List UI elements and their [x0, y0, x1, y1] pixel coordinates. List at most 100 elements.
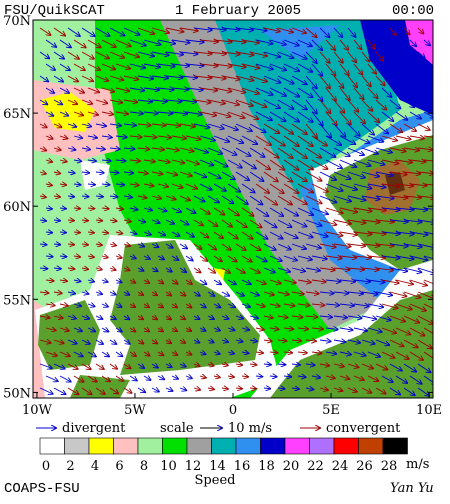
wind-vector: [297, 39, 312, 46]
wind-vector: [87, 63, 100, 70]
wind-vector: [361, 244, 379, 246]
wind-vector: [409, 208, 427, 210]
wind-vector: [143, 208, 152, 210]
wind-vector: [53, 363, 65, 369]
wind-vector: [213, 279, 221, 284]
wind-vector: [109, 316, 116, 319]
wind-vector: [67, 220, 74, 221]
wind-vector: [333, 219, 351, 224]
wind-vector: [207, 28, 226, 30]
wind-vector: [157, 208, 167, 211]
wind-vector: [235, 364, 242, 365]
wind-vector: [207, 171, 221, 178]
wind-vector: [361, 292, 378, 294]
wind-vector: [87, 328, 95, 331]
wind-vector: [227, 135, 243, 143]
wind-vector: [199, 231, 208, 238]
wind-vector: [137, 268, 144, 271]
wind-vector: [157, 39, 175, 44]
wind-vector: [283, 63, 299, 71]
wind-vector: [199, 40, 218, 42]
wind-vector: [263, 27, 280, 31]
wind-vector: [123, 363, 131, 368]
wind-vector: [381, 256, 400, 258]
wind-vector: [305, 364, 315, 365]
wind-vector: [157, 184, 168, 187]
wind-vector: [179, 243, 187, 248]
lon-label: 5W: [124, 403, 146, 418]
wind-vector: [221, 388, 228, 389]
wind-vector: [101, 375, 110, 381]
wind-vector: [179, 388, 186, 390]
wind-vector: [291, 292, 304, 294]
wind-vector: [283, 207, 298, 216]
wind-vector: [207, 99, 225, 104]
wind-vector: [417, 51, 425, 58]
wind-vector: [185, 159, 199, 164]
wind-vector: [263, 147, 279, 158]
wind-vector: [409, 255, 428, 260]
wind-vector: [221, 52, 240, 54]
wind-vector: [165, 196, 176, 199]
wind-vector: [297, 135, 313, 146]
wind-vector: [235, 28, 253, 30]
product: FSU/QuikSCAT: [4, 3, 105, 19]
wind-vector: [95, 363, 104, 369]
wind-vector: [353, 39, 362, 49]
wind-vector: [221, 340, 228, 342]
wind-vector: [73, 63, 85, 70]
wind-vector: [375, 220, 394, 222]
wind-vector: [395, 184, 413, 186]
wind-vector: [171, 112, 187, 114]
wind-vector: [53, 292, 62, 293]
wind-vector: [395, 232, 414, 234]
wind-vector: [39, 148, 46, 150]
wind-vector: [319, 316, 332, 317]
wind-vector: [179, 124, 195, 127]
wind-vector: [199, 304, 206, 308]
wind-vector: [185, 207, 195, 213]
wind-vector: [45, 375, 58, 381]
wind-vector: [375, 339, 389, 345]
wind-vector: [137, 316, 143, 319]
wind-vector: [283, 328, 293, 329]
wind-vector: [367, 304, 383, 307]
wind-vector: [109, 100, 122, 103]
wind-vector: [129, 160, 140, 161]
wind-vector: [241, 87, 259, 94]
wind-vector: [277, 219, 292, 227]
wind-vector: [165, 148, 179, 150]
wind-vector: [67, 99, 77, 104]
wind-vector: [185, 328, 191, 331]
wind-vector: [297, 376, 306, 377]
wind-vector: [193, 171, 206, 177]
wind-vector: [123, 316, 129, 319]
wind-vector: [367, 280, 384, 282]
wind-vector: [193, 316, 199, 319]
wind-vector: [347, 292, 363, 294]
wind-vector: [255, 39, 273, 44]
wind-vector: [403, 51, 411, 59]
wind-vector: [87, 39, 101, 47]
wind-vector: [207, 195, 219, 202]
wind-vector: [87, 256, 94, 257]
wind-vector: [291, 243, 306, 249]
wind-vector: [333, 364, 344, 366]
wind-vector: [123, 27, 140, 35]
wind-vector: [235, 243, 246, 250]
wind-vector: [165, 244, 173, 248]
wind-vector: [151, 100, 167, 102]
wind-vector: [179, 28, 198, 31]
colorbar-swatch: [333, 437, 359, 455]
wind-vector: [87, 351, 96, 357]
wind-vector: [157, 376, 164, 379]
wind-vector: [39, 75, 48, 81]
wind-vector: [151, 124, 166, 125]
wind-vector: [249, 219, 262, 227]
wind-vector: [39, 363, 52, 368]
wind-vector: [361, 171, 379, 176]
wind-vector: [67, 292, 75, 294]
wind-vector: [109, 172, 118, 173]
wind-vector: [361, 316, 376, 319]
wind-vector: [367, 351, 380, 357]
